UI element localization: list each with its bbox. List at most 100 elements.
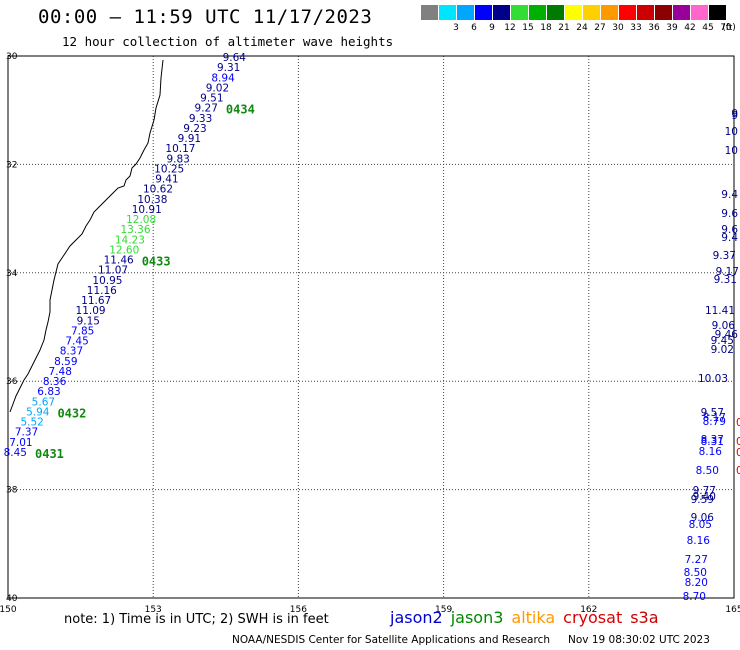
satellite-name: altika [511,608,556,627]
wave-height-label: 9.41 [155,174,178,186]
wave-height-label: 9.6 [721,208,738,220]
pass-time-label: 0431 [35,447,64,461]
wave-height-label: 8.70 [683,591,706,603]
wave-height-label: 0 [736,417,740,429]
legend-tick: 33 [630,23,642,33]
legend-swatch [457,5,474,20]
generation-timestamp: Nov 19 08:30:02 UTC 2023 [568,634,710,646]
color-legend: 3 6 9 12 15 18 21 24 27 30 33 36 39 42 45 70 (ft) [421,5,736,35]
wave-height-label: 10.91 [132,204,162,216]
wave-height-label: 9.45 [711,335,734,347]
lat-tick-label: 38 [6,486,18,496]
wave-height-label: 9.4 [721,232,738,244]
wave-height-label: 9.46 [715,329,739,341]
wave-height-label: 8.59 [54,356,77,368]
legend-tick: 3 [453,23,459,33]
wave-height-label: 9.64 [223,52,247,64]
lat-tick-label: 32 [6,160,17,170]
wave-height-label: 11.09 [76,305,106,317]
satellite-name: jason2 [390,608,443,627]
wave-height-label: 12.60 [109,244,139,256]
wave-height-label: 9 [731,110,738,122]
wave-height-label: 8.16 [687,535,711,547]
coastline [9,59,164,413]
pass-time-label: 0434 [226,103,255,117]
wave-height-label: 9.59 [691,494,714,506]
wave-height-label: 8.37 [701,434,724,446]
wave-height-label: 9.02 [206,82,229,94]
wave-height-label: 7.01 [9,437,32,449]
wave-height-label: 11.07 [98,265,128,277]
legend-tick: 30 [612,23,624,33]
wave-height-label: 11.46 [104,255,134,267]
wave-height-label: 8.36 [43,376,67,388]
wave-height-label: 13.36 [120,224,150,236]
wave-height-label: 9.4 [721,189,738,201]
wave-height-label: 9.02 [711,344,734,356]
wave-height-label: 8.05 [689,519,712,531]
legend-tick: 39 [666,23,678,33]
legend-swatch [475,5,492,20]
wave-height-label: 9.33 [189,113,212,125]
satellite-legend: jason2 jason3 altika cryosat s3a [390,608,667,627]
legend-tick: 18 [540,23,552,33]
wave-height-label: 8.20 [685,577,708,589]
footnote: note: 1) Time is in UTC; 2) SWH is in fe… [64,612,329,627]
legend-swatch [637,5,654,20]
wave-height-label: 8.45 [4,447,27,459]
lat-tick-label: 36 [6,377,18,387]
wave-height-label: 9.6 [721,224,738,236]
wave-height-label: 9.15 [77,315,100,327]
wave-height-label: 7.37 [15,427,38,439]
wave-height-label: 10 [725,126,738,138]
pass-time-label: 0432 [57,406,86,420]
legend-swatch [529,5,546,20]
wave-height-label: 10.62 [143,184,173,196]
legend-swatch [583,5,600,20]
wave-height-label: 10.95 [92,275,122,287]
legend-tick: 12 [504,23,516,33]
wave-height-label: 8.37 [60,346,83,358]
satellite-name: jason3 [450,608,504,627]
wave-height-label: 8.16 [699,446,723,458]
legend-tick: 70 [720,23,732,33]
wave-height-label: 5.94 [26,406,50,418]
lon-tick-label: 156 [290,605,307,615]
wave-height-label: 9.27 [195,103,218,115]
legend-swatch [709,5,726,20]
wave-height-label: 9.57 [701,407,724,419]
wave-height-label: 11.67 [81,295,111,307]
legend-tick: 36 [648,23,660,33]
legend-swatch [511,5,528,20]
credit-source: NOAA/NESDIS Center for Satellite Applica… [232,634,550,646]
lon-tick-label: 153 [145,605,162,615]
legend-swatch [565,5,582,20]
wave-height-label: 10.38 [137,194,167,206]
wave-height-label: 8.50 [696,465,719,477]
legend-swatch [547,5,564,20]
lon-tick-label: 159 [435,605,452,615]
jason-track-west: 9.649.318.949.029.519.27 0434 9.339.239.91… [4,52,255,461]
credit-line: NOAA/NESDIS Center for Satellite Applica… [232,634,710,646]
page-subtitle: 12 hour collection of altimeter wave hei… [62,34,394,49]
wave-height-label: 7.45 [65,336,88,348]
wave-height-label: 8.17 [703,412,726,424]
wave-height-label: 9.06 [691,512,715,524]
wave-height-label: 7.27 [685,554,708,566]
wave-height-label: 12.08 [126,214,156,226]
page-title: 00:00 – 11:59 UTC 11/17/2023 [38,6,373,28]
wave-height-label: 9.40 [693,491,716,503]
wave-height-label: 8.50 [684,567,707,579]
legend-unit: (ft) [722,23,736,33]
legend-tick: 9 [489,23,495,33]
satellite-name: s3a [630,608,659,627]
axis-labels: 150 153 156 159 162 165 30 32 34 36 38 40 [0,52,740,615]
wave-height-label: 10 [725,145,738,157]
wave-height-label: 9.51 [200,93,223,105]
wave-height-label: 10.17 [165,143,195,155]
wave-height-label: 9.37 [713,250,736,262]
wave-height-label: 8.31 [701,436,724,448]
wave-height-label: 11.41 [705,305,735,317]
legend-tick: 42 [684,23,696,33]
